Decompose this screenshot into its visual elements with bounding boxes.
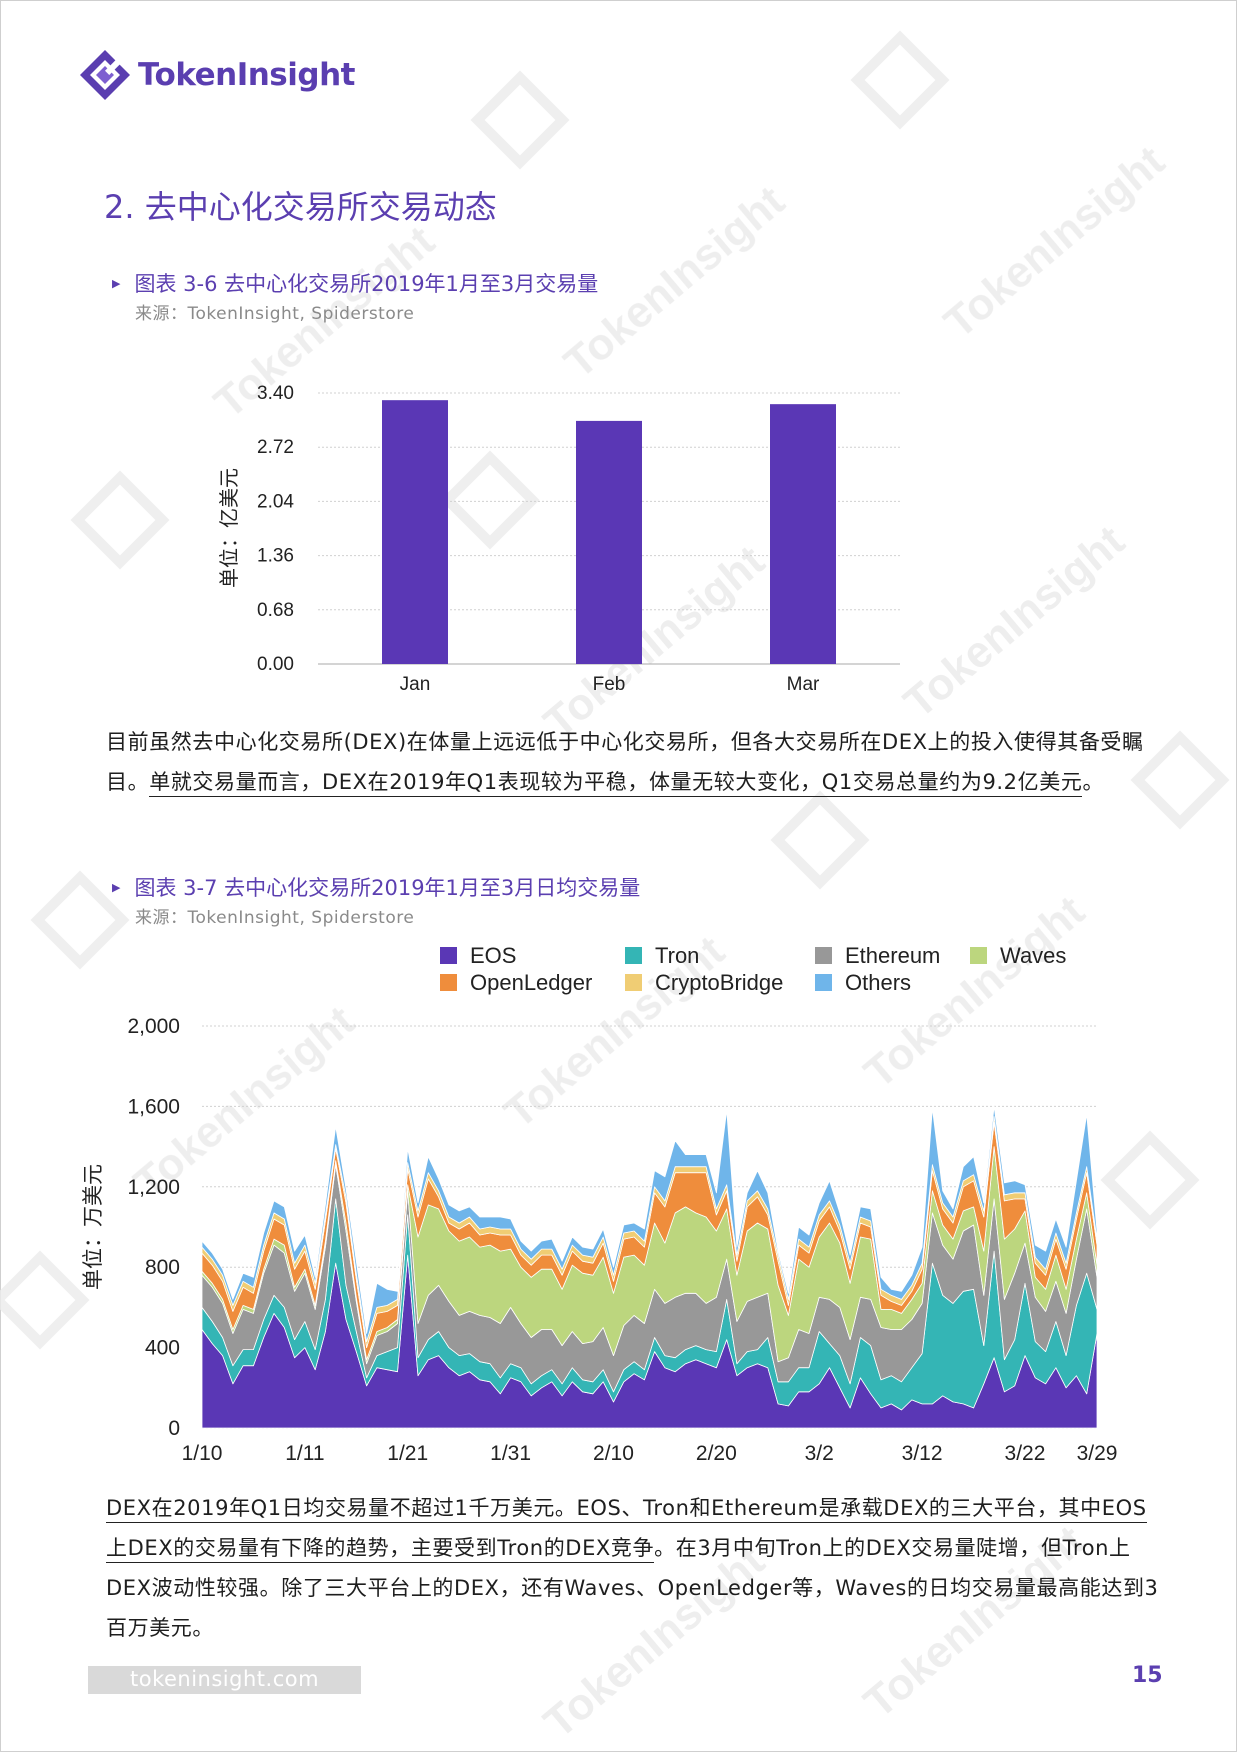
area-series-others [201, 1106, 1098, 1342]
legend-label-others: Others [845, 970, 911, 995]
y-tick-label: 0 [168, 1417, 180, 1440]
footer-url[interactable]: tokeninsight.com [130, 1667, 320, 1691]
figure2-title: ▶ 图表 3-7 去中心化交易所2019年1月至3月日均交易量 [112, 872, 640, 902]
x-tick-label: Mar [787, 674, 820, 695]
x-tick-label: 2/10 [593, 1442, 634, 1465]
paragraph-1-end: 。 [1082, 770, 1105, 794]
y-tick-label: 0.00 [257, 654, 294, 675]
y-axis-label: 单位：万美元 [82, 1164, 105, 1290]
y-tick-label: 400 [145, 1337, 180, 1360]
figure2-source: 来源：TokenInsight, Spiderstore [135, 908, 415, 928]
bar-mar [770, 404, 836, 664]
y-tick-label: 1,600 [127, 1095, 180, 1118]
legend-swatch-openledger [440, 974, 457, 991]
paragraph-1-text: 目前虽然去中心化交易所(DEX)在体量上远远低于中心化交易所，但各大交易所在DE… [106, 730, 1144, 794]
y-axis-label: 单位：亿美元 [218, 468, 241, 588]
bar-feb [576, 420, 642, 664]
legend-swatch-others [815, 974, 832, 991]
y-tick-label: 2,000 [127, 1015, 180, 1038]
section-title: 2. 去中心化交易所交易动态 [104, 188, 497, 226]
stacked-area-chart: EOS Tron Ethereum Waves OpenLedger CryptoBrid… [82, 943, 1118, 1465]
figure1-title: ▶ 图表 3-6 去中心化交易所2019年1月至3月交易量 [112, 268, 598, 298]
legend-label-cryptobridge: CryptoBridge [655, 970, 783, 995]
x-tick-label: Feb [593, 674, 626, 695]
figure1-title-text: 图表 3-6 去中心化交易所2019年1月至3月交易量 [134, 272, 599, 296]
x-tick-label: 1/21 [387, 1442, 428, 1465]
x-tick-label: 2/20 [696, 1442, 737, 1465]
x-tick-label: 3/29 [1077, 1442, 1118, 1465]
legend-swatch-eos [440, 947, 457, 964]
figure1-source: 来源：TokenInsight, Spiderstore [135, 304, 415, 324]
bar-jan [382, 400, 448, 664]
legend-label-tron: Tron [655, 943, 699, 968]
legend-label-waves: Waves [1000, 943, 1066, 968]
x-tick-label: 3/12 [902, 1442, 943, 1465]
legend-label-openledger: OpenLedger [470, 970, 592, 995]
y-tick-label: 2.04 [257, 491, 294, 512]
paragraph-2-underlined: DEX在2019年Q1日均交易量不超过1千万美元。EOS、Tron和Ethere… [106, 1496, 1147, 1563]
brand-name: TokenInsight [138, 57, 355, 93]
brand-logo: TokenInsight [78, 48, 355, 102]
legend-swatch-cryptobridge [625, 974, 642, 991]
x-tick-label: 1/31 [490, 1442, 531, 1465]
bullet-triangle-icon: ▶ [112, 276, 121, 290]
x-tick-label: 1/10 [182, 1442, 223, 1465]
figure2-title-text: 图表 3-7 去中心化交易所2019年1月至3月日均交易量 [134, 876, 641, 900]
legend-swatch-waves [970, 947, 987, 964]
paragraph-1-underlined: 单就交易量而言，DEX在2019年Q1表现较为平稳，体量无较大变化，Q1交易总量… [149, 770, 1083, 797]
x-tick-label: 3/22 [1005, 1442, 1046, 1465]
y-tick-label: 2.72 [257, 437, 294, 458]
paragraph-1: 目前虽然去中心化交易所(DEX)在体量上远远低于中心化交易所，但各大交易所在DE… [106, 722, 1166, 802]
footer-bar [88, 1666, 361, 1694]
paragraph-2-text: 。在3月中旬Tron上的DEX交易量陡增，但Tron上DEX波动性较强。除了三大… [106, 1536, 1159, 1640]
legend-swatch-tron [625, 947, 642, 964]
y-tick-label: 1,200 [127, 1176, 180, 1199]
y-tick-label: 0.68 [257, 600, 294, 621]
x-tick-label: 3/2 [805, 1442, 834, 1465]
y-tick-label: 800 [145, 1256, 180, 1279]
legend-label-eos: EOS [470, 943, 516, 968]
y-tick-label: 3.40 [257, 383, 294, 404]
x-tick-label: 1/11 [285, 1442, 324, 1465]
paragraph-2: DEX在2019年Q1日均交易量不超过1千万美元。EOS、Tron和Ethere… [106, 1488, 1166, 1648]
legend-label-ethereum: Ethereum [845, 943, 940, 968]
y-tick-label: 1.36 [257, 546, 294, 567]
page-number: 15 [1132, 1663, 1163, 1688]
bar-chart: 0.00 0.68 1.36 2.04 2.72 3.40 Jan Feb Mar 单位：亿美元 [218, 383, 900, 695]
x-tick-label: Jan [400, 674, 431, 695]
tokeninsight-logo-icon [80, 50, 130, 100]
legend-swatch-ethereum [815, 947, 832, 964]
bullet-triangle-icon: ▶ [112, 880, 121, 894]
